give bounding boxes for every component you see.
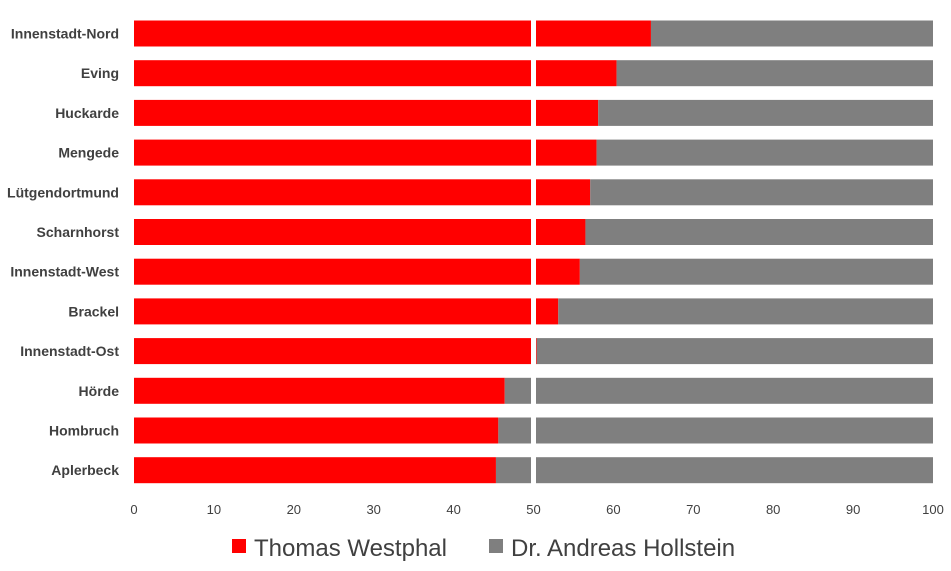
legend-label-dr-andreas-hollstein: Dr. Andreas Hollstein xyxy=(511,535,735,562)
bars-layer xyxy=(134,20,933,484)
category-label-aplerbeck: Aplerbeck xyxy=(51,462,119,478)
legend: Thomas Westphal Dr. Andreas Hollstein xyxy=(232,535,735,562)
bar-brackel-thomas-westphal xyxy=(134,298,559,325)
category-label-lutgendortmund: Lütgendortmund xyxy=(7,184,119,200)
bar-mengede-thomas-westphal xyxy=(134,139,597,166)
bar-eving-thomas-westphal xyxy=(134,60,617,87)
bar-horde-dr-andreas-hollstein xyxy=(504,377,933,404)
category-label-innenstadt-nord: Innenstadt-Nord xyxy=(11,26,119,42)
x-tick-label-50: 50 xyxy=(526,502,540,517)
category-label-innenstadt-west: Innenstadt-West xyxy=(10,264,119,280)
bar-innenstadt-west-thomas-westphal xyxy=(134,258,580,285)
x-tick-label-10: 10 xyxy=(207,502,221,517)
x-tick-label-30: 30 xyxy=(366,502,380,517)
bar-horde-thomas-westphal xyxy=(134,377,505,404)
bar-innenstadt-ost-dr-andreas-hollstein xyxy=(536,338,933,365)
bar-huckarde-thomas-westphal xyxy=(134,99,599,126)
bar-brackel-dr-andreas-hollstein xyxy=(558,298,933,325)
legend-label-thomas-westphal: Thomas Westphal xyxy=(254,535,447,562)
bar-lutgendortmund-thomas-westphal xyxy=(134,179,591,206)
bar-aplerbeck-thomas-westphal xyxy=(134,457,496,484)
x-tick-label-0: 0 xyxy=(130,502,137,517)
bar-innenstadt-ost-thomas-westphal xyxy=(134,338,537,365)
category-label-mengede: Mengede xyxy=(58,145,119,161)
bar-innenstadt-west-dr-andreas-hollstein xyxy=(579,258,933,285)
category-label-eving: Eving xyxy=(81,65,119,81)
x-axis-tick-labels: 0 10 20 30 40 50 60 70 80 90 100 xyxy=(130,502,943,517)
x-tick-label-60: 60 xyxy=(606,502,620,517)
bar-aplerbeck-dr-andreas-hollstein xyxy=(495,457,933,484)
x-tick-label-20: 20 xyxy=(287,502,301,517)
category-label-huckarde: Huckarde xyxy=(55,105,119,121)
bar-hombruch-dr-andreas-hollstein xyxy=(498,417,933,444)
x-tick-label-100: 100 xyxy=(922,502,944,517)
category-label-horde: Hörde xyxy=(79,383,120,399)
bar-innenstadt-nord-dr-andreas-hollstein xyxy=(650,20,933,47)
category-label-hombruch: Hombruch xyxy=(49,423,119,439)
x-tick-label-70: 70 xyxy=(686,502,700,517)
bar-mengede-dr-andreas-hollstein xyxy=(596,139,933,166)
category-labels: Innenstadt-Nord Eving Huckarde Mengede Lütge… xyxy=(7,26,119,479)
bar-huckarde-dr-andreas-hollstein xyxy=(598,99,933,126)
bar-scharnhorst-dr-andreas-hollstein xyxy=(585,219,933,245)
category-label-innenstadt-ost: Innenstadt-Ost xyxy=(20,343,119,359)
legend-swatch-thomas-westphal xyxy=(232,539,246,553)
x-tick-label-80: 80 xyxy=(766,502,780,517)
x-tick-label-90: 90 xyxy=(846,502,860,517)
category-label-brackel: Brackel xyxy=(68,303,119,319)
legend-swatch-dr-andreas-hollstein xyxy=(489,539,503,553)
x-tick-label-40: 40 xyxy=(446,502,460,517)
bar-hombruch-thomas-westphal xyxy=(134,417,499,444)
bar-lutgendortmund-dr-andreas-hollstein xyxy=(590,179,933,206)
bar-innenstadt-nord-thomas-westphal xyxy=(134,20,651,47)
bar-scharnhorst-thomas-westphal xyxy=(134,219,586,245)
category-label-scharnhorst: Scharnhorst xyxy=(37,224,120,240)
bar-eving-dr-andreas-hollstein xyxy=(616,60,933,87)
